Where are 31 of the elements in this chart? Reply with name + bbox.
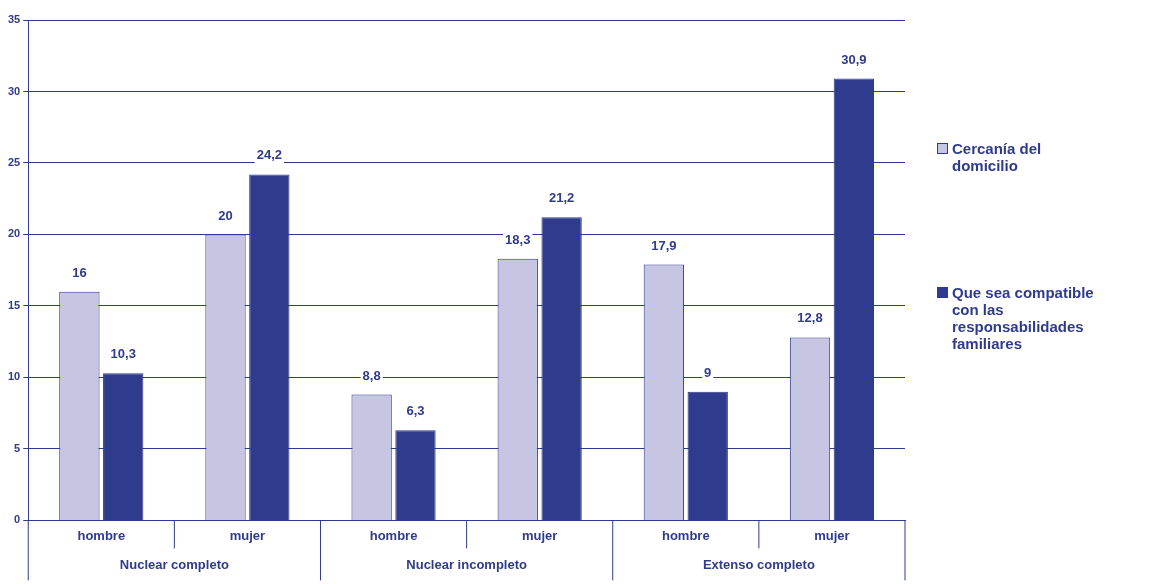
x-tick-label: mujer: [521, 527, 558, 543]
x-tick-label: mujer: [229, 527, 266, 543]
data-label: 18,3: [505, 231, 531, 247]
x-tick-label: mujer: [814, 527, 850, 543]
legend-label: Que sea compatible con las responsabilidades familiares: [952, 284, 1095, 352]
y-tick-label: 30: [7, 84, 21, 97]
text: Nuclear completo: [119, 556, 229, 572]
data-label: 16: [72, 264, 87, 280]
x-tick-label: hombre: [369, 527, 418, 543]
data-label: 21,2: [548, 190, 575, 206]
y-tick-label: 25: [7, 156, 21, 168]
data-label: 12,8: [797, 310, 823, 326]
data-label: 20: [218, 207, 233, 223]
data-label: 6,3: [406, 403, 425, 419]
text: Extenso completo: [702, 556, 815, 572]
data-label: 10,3: [110, 346, 136, 362]
data-label: 9: [704, 364, 712, 380]
x-tick-label: hombre: [661, 527, 710, 543]
y-tick-label: 20: [7, 227, 21, 240]
y-tick-label: 5: [14, 441, 21, 454]
data-label: 24,2: [256, 147, 282, 163]
data-label: 8,8: [362, 367, 381, 383]
y-tick-label: 0: [14, 513, 21, 526]
data-label: 17,9: [651, 237, 677, 253]
legend-label: Cercanía del domicilio: [952, 140, 1043, 174]
data-label: 30,9: [841, 51, 867, 67]
x-tick-label: hombre: [77, 527, 126, 543]
y-tick-label: 15: [7, 298, 21, 311]
text: Nuclear incompleto: [406, 556, 527, 572]
y-tick-label: 10: [7, 370, 21, 383]
y-tick-label: 35: [7, 13, 21, 26]
